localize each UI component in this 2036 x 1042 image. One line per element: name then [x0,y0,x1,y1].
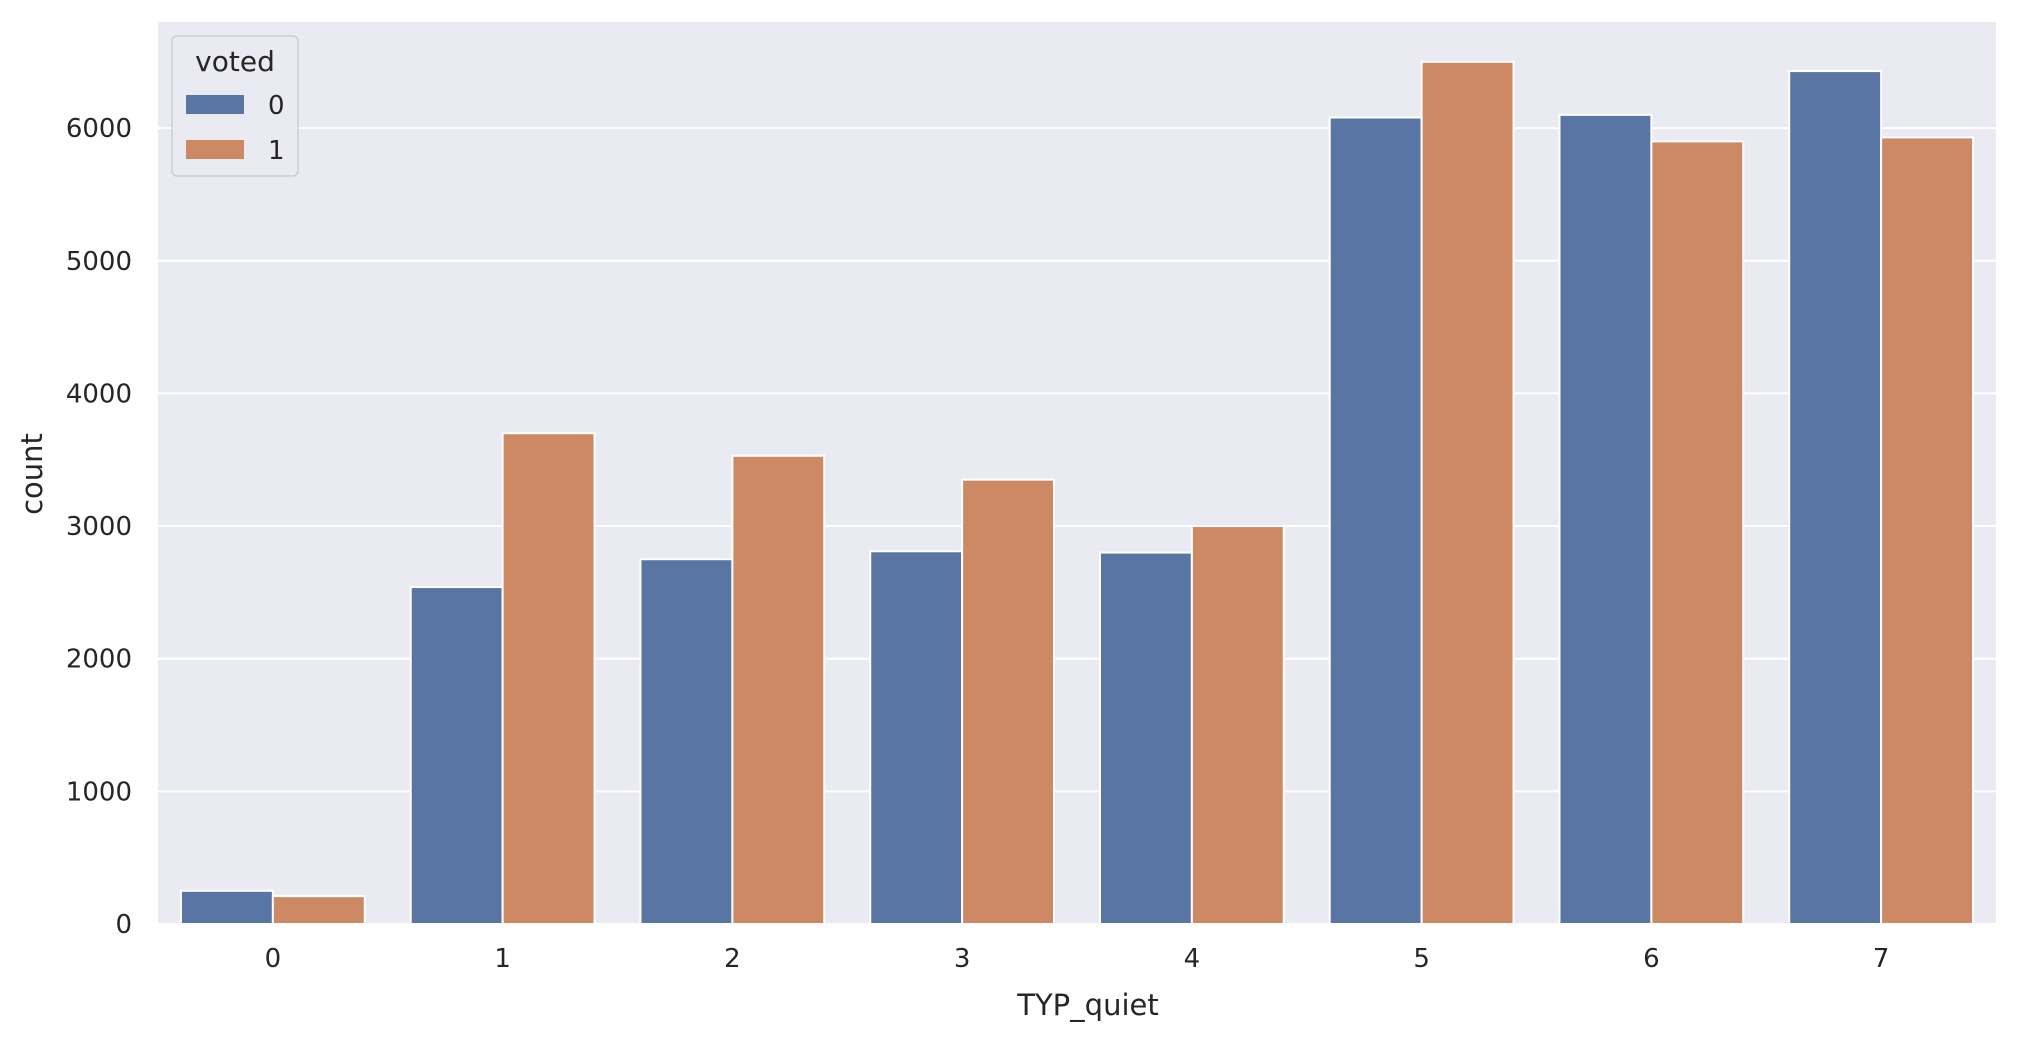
y-tick-label: 5000 [66,247,132,277]
y-tick-labels: 0 1000 2000 3000 4000 5000 6000 [66,114,132,940]
bars [179,60,1975,926]
bar [1880,136,1975,925]
y-tick-label: 2000 [66,645,132,675]
legend-swatch [186,140,244,159]
legend-label: 0 [268,91,285,121]
bar [731,454,826,925]
y-tick-label: 6000 [66,114,132,144]
x-tick-label: 5 [1413,944,1430,974]
bar [1420,60,1515,925]
legend-label: 1 [268,136,285,166]
bar [1098,551,1193,926]
x-tick-label: 1 [494,944,511,974]
bar [639,558,734,925]
y-tick-label: 4000 [66,379,132,409]
y-axis-label: count [15,433,49,515]
bar [271,895,366,925]
bar [1558,113,1653,925]
legend-title: voted [195,45,275,78]
x-tick-label: 3 [954,944,971,974]
x-tick-label: 7 [1873,944,1890,974]
bar [409,586,504,925]
bar [501,432,596,925]
x-tick-labels: 0 1 2 3 4 5 6 7 [265,944,1890,974]
y-tick-label: 0 [115,910,132,940]
y-tick-label: 3000 [66,512,132,542]
y-tick-label: 1000 [66,777,132,807]
x-tick-label: 6 [1643,944,1660,974]
bar [179,889,274,926]
bar [869,550,964,925]
x-axis-label: TYP_quiet [1016,988,1158,1022]
bar [1650,140,1745,926]
legend: voted 0 1 [171,35,299,177]
x-tick-label: 2 [724,944,741,974]
bar [1328,116,1423,926]
x-tick-label: 0 [265,944,282,974]
bar [961,478,1056,925]
x-tick-label: 4 [1184,944,1201,974]
bar [1190,525,1285,925]
bar [1788,70,1883,926]
legend-swatch [186,95,244,114]
